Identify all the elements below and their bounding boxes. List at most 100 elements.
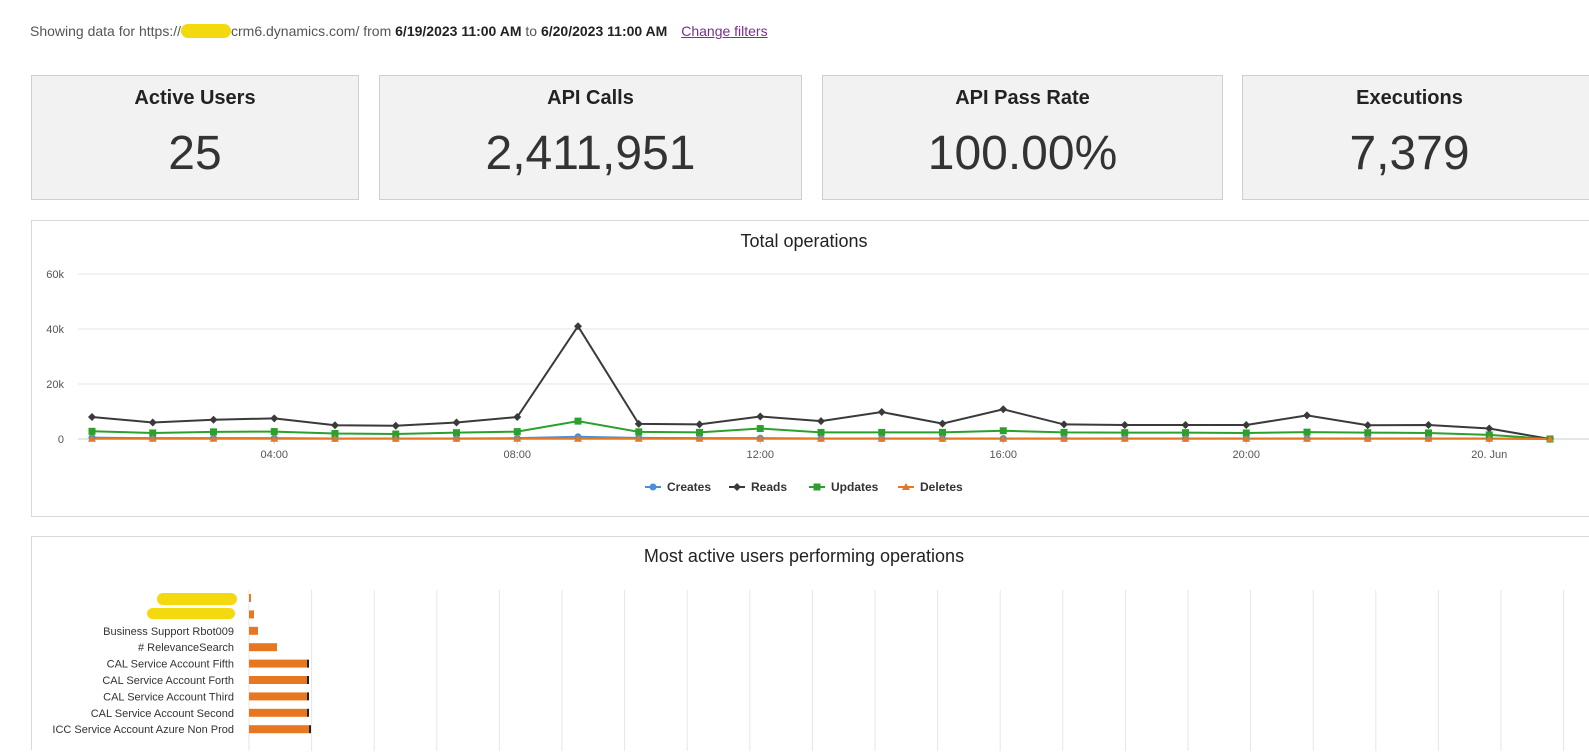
bar[interactable] — [249, 627, 258, 635]
category-label: Business Support Rbot009 — [103, 626, 234, 638]
data-point-reads[interactable] — [270, 414, 278, 422]
kpi-title: API Calls — [380, 87, 801, 110]
data-point-updates[interactable] — [514, 428, 521, 435]
chart-title: Most active users performing operations — [644, 546, 964, 566]
category-label: CAL Service Account Fifth — [107, 659, 234, 671]
x-tick-label: 12:00 — [746, 449, 774, 461]
data-point-reads[interactable] — [88, 413, 96, 421]
data-point-reads[interactable] — [878, 408, 886, 416]
to-label: to — [525, 23, 537, 39]
bar[interactable] — [249, 725, 309, 733]
y-tick-label: 20k — [46, 379, 64, 391]
most-active-users-panel: Most active users performing operations … — [31, 536, 1589, 750]
total-operations-panel: Total operations 0 20k 40k 60k 04:00 08:00 12… — [31, 220, 1589, 517]
legend-item-deletes[interactable]: Deletes — [898, 480, 963, 494]
y-tick-label: 0 — [58, 434, 64, 446]
from-label: from — [363, 23, 391, 39]
data-point-updates[interactable] — [89, 428, 96, 435]
redaction-mark — [147, 608, 235, 619]
bar[interactable] — [249, 660, 307, 668]
data-point-updates[interactable] — [635, 428, 642, 435]
y-tick-label: 40k — [46, 324, 64, 336]
kpi-value: 25 — [32, 126, 358, 181]
y-tick-label: 60k — [46, 269, 64, 281]
kpi-card-active-users: Active Users 25 — [31, 75, 359, 200]
x-tick-label: 04:00 — [260, 449, 288, 461]
bar-segment — [307, 692, 309, 700]
bar[interactable] — [249, 676, 307, 684]
data-point-updates[interactable] — [210, 428, 217, 435]
kpi-value: 2,411,951 — [380, 126, 801, 181]
data-point-reads[interactable] — [1121, 421, 1129, 429]
data-point-reads[interactable] — [1303, 411, 1311, 419]
filter-prefix: Showing data for — [30, 23, 135, 39]
data-point-reads[interactable] — [756, 412, 764, 420]
data-point-reads[interactable] — [1364, 421, 1372, 429]
legend-marker — [650, 484, 657, 491]
kpi-title: Active Users — [32, 87, 358, 110]
x-tick-label: 20. Jun — [1471, 449, 1507, 461]
category-label: ICC Service Account Azure Non Prod — [52, 724, 234, 736]
kpi-title: API Pass Rate — [823, 87, 1222, 110]
legend-marker — [814, 484, 821, 491]
kpi-value: 7,379 — [1243, 126, 1576, 181]
legend-marker — [733, 483, 741, 491]
data-point-reads[interactable] — [149, 419, 157, 427]
legend-label: Reads — [751, 480, 787, 494]
x-tick-label: 16:00 — [989, 449, 1017, 461]
data-point-reads[interactable] — [331, 421, 339, 429]
legend-label: Updates — [831, 480, 879, 494]
chart-title: Total operations — [740, 231, 867, 251]
redaction-mark — [181, 24, 231, 38]
x-tick-label: 20:00 — [1232, 449, 1260, 461]
data-point-updates[interactable] — [1000, 427, 1007, 434]
bar-segment — [307, 676, 309, 684]
data-point-updates[interactable] — [1304, 429, 1311, 436]
data-point-reads[interactable] — [696, 420, 704, 428]
redaction-mark — [157, 593, 237, 605]
data-point-reads[interactable] — [999, 405, 1007, 413]
data-point-reads[interactable] — [1425, 421, 1433, 429]
category-label: CAL Service Account Second — [91, 708, 234, 720]
data-point-reads[interactable] — [939, 420, 947, 428]
bar[interactable] — [249, 692, 307, 700]
filter-summary: Showing data for https://crm6.dynamics.c… — [30, 23, 768, 39]
category-label: CAL Service Account Forth — [102, 675, 234, 687]
data-point-updates[interactable] — [271, 428, 278, 435]
legend-label: Creates — [667, 480, 711, 494]
kpi-card-api-calls: API Calls 2,411,951 — [379, 75, 802, 200]
data-point-reads[interactable] — [1485, 425, 1493, 433]
x-tick-label: 08:00 — [503, 449, 531, 461]
most-active-users-chart: Most active users performing operations … — [32, 537, 1589, 751]
kpi-card-api-pass-rate: API Pass Rate 100.00% — [822, 75, 1223, 200]
kpi-title: Executions — [1243, 87, 1576, 110]
data-point-reads[interactable] — [453, 419, 461, 427]
bar[interactable] — [249, 594, 251, 602]
to-date: 6/20/2023 11:00 AM — [541, 23, 667, 39]
data-point-updates[interactable] — [757, 425, 764, 432]
kpi-value: 100.00% — [823, 126, 1222, 181]
bar[interactable] — [249, 709, 307, 717]
org-url: https://crm6.dynamics.com/ — [139, 23, 359, 39]
bar[interactable] — [249, 610, 254, 618]
legend-item-updates[interactable]: Updates — [809, 480, 879, 494]
data-point-updates[interactable] — [575, 418, 582, 425]
category-label: CAL Service Account Third — [103, 691, 234, 703]
change-filters-link[interactable]: Change filters — [681, 23, 767, 39]
category-label: # RelevanceSearch — [138, 642, 234, 654]
legend-item-reads[interactable]: Reads — [729, 480, 787, 494]
bar-segment — [307, 709, 309, 717]
data-point-reads[interactable] — [817, 417, 825, 425]
data-point-reads[interactable] — [1060, 420, 1068, 428]
total-operations-chart: Total operations 0 20k 40k 60k 04:00 08:00 12… — [32, 221, 1589, 518]
bar-segment — [307, 660, 309, 668]
data-point-reads[interactable] — [1182, 421, 1190, 429]
bar-segment — [309, 725, 311, 733]
legend-item-creates[interactable]: Creates — [645, 480, 711, 494]
data-point-reads[interactable] — [392, 422, 400, 430]
data-point-reads[interactable] — [1242, 421, 1250, 429]
bar[interactable] — [249, 643, 277, 651]
data-point-reads[interactable] — [210, 416, 218, 424]
kpi-card-executions: Executions 7,379 — [1242, 75, 1589, 200]
from-date: 6/19/2023 11:00 AM — [395, 23, 521, 39]
